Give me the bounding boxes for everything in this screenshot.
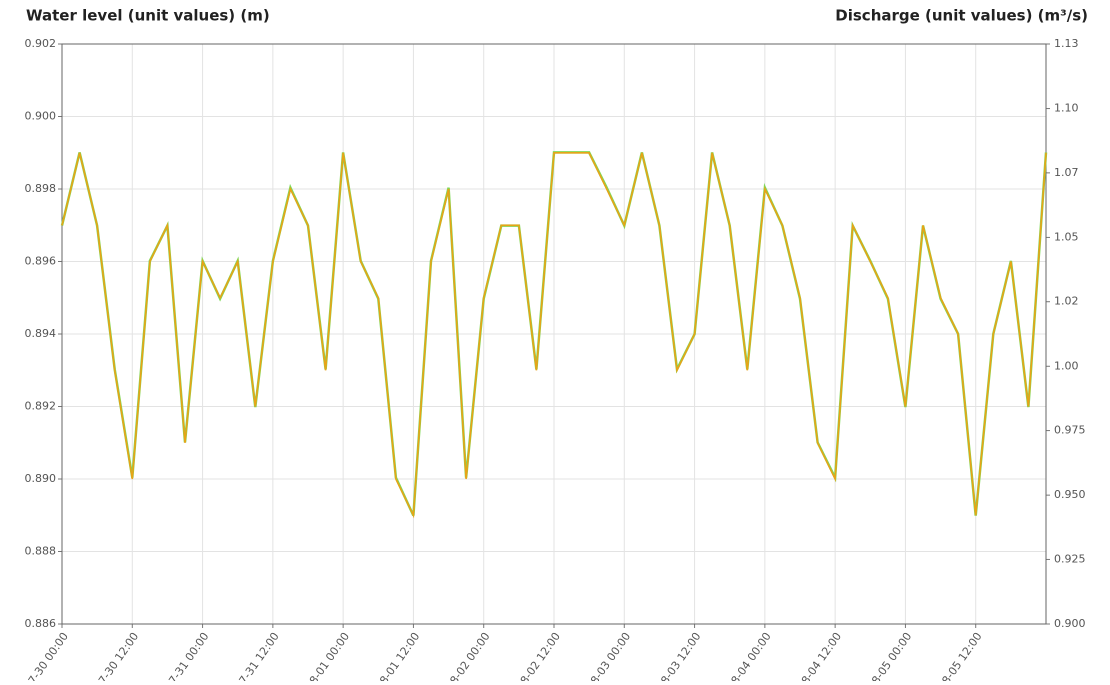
x-tick-label: 2023-08-05 12:00 bbox=[917, 630, 985, 681]
series-line bbox=[61, 152, 1047, 519]
y-tick-label: 0.888 bbox=[25, 545, 57, 558]
y2-tick-label: 1.02 bbox=[1054, 295, 1079, 308]
y-tick-label: 0.896 bbox=[25, 255, 57, 268]
y2-tick-label: 1.13 bbox=[1054, 37, 1079, 50]
x-tick-label: 2023-08-04 00:00 bbox=[706, 630, 774, 681]
x-tick-label: 2023-07-31 00:00 bbox=[144, 630, 212, 681]
y-tick-label: 0.902 bbox=[25, 37, 57, 50]
plot-frame bbox=[61, 43, 1047, 625]
x-tick-label: 2023-08-02 00:00 bbox=[425, 630, 493, 681]
x-tick-label: 2023-08-02 12:00 bbox=[495, 630, 563, 681]
x-tick-label: 2023-07-31 12:00 bbox=[214, 630, 282, 681]
y2-tick-label: 1.05 bbox=[1054, 230, 1079, 243]
y2-tick-label: 0.925 bbox=[1054, 552, 1086, 565]
y2-tick-label: 0.900 bbox=[1054, 617, 1086, 630]
y-tick-label: 0.894 bbox=[25, 327, 57, 340]
left-axis-title: Water level (unit values) (m) bbox=[26, 7, 270, 25]
x-tick-label: 2023-08-01 00:00 bbox=[285, 630, 353, 681]
y-tick-label: 0.886 bbox=[25, 617, 57, 630]
x-tick-label: 2023-08-04 12:00 bbox=[777, 630, 845, 681]
y2-tick-label: 1.07 bbox=[1054, 166, 1079, 179]
y-tick-label: 0.890 bbox=[25, 472, 57, 485]
y-tick-label: 0.892 bbox=[25, 400, 57, 413]
x-tick-label: 2023-08-03 00:00 bbox=[566, 630, 634, 681]
x-tick-label: 2023-08-03 12:00 bbox=[636, 630, 704, 681]
x-tick-label: 2023-07-30 00:00 bbox=[3, 630, 71, 681]
y2-tick-label: 1.10 bbox=[1054, 102, 1079, 115]
x-tick-label: 2023-08-01 12:00 bbox=[355, 630, 423, 681]
x-tick-label: 2023-07-30 12:00 bbox=[74, 630, 142, 681]
y2-tick-label: 0.950 bbox=[1054, 488, 1086, 501]
y-tick-label: 0.898 bbox=[25, 182, 57, 195]
right-axis-title: Discharge (unit values) (m³/s) bbox=[835, 7, 1088, 25]
y2-tick-label: 0.975 bbox=[1054, 424, 1086, 437]
y-tick-label: 0.900 bbox=[25, 110, 57, 123]
y2-tick-label: 1.00 bbox=[1054, 359, 1079, 372]
x-tick-label: 2023-08-05 00:00 bbox=[847, 630, 915, 681]
